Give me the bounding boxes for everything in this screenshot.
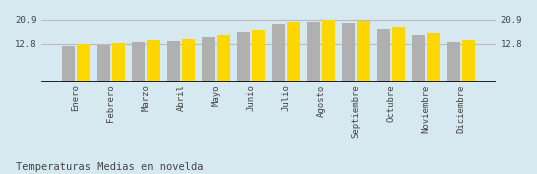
Text: 14.0: 14.0 [149, 61, 158, 81]
Bar [377, 29, 390, 82]
Bar [252, 30, 265, 82]
Bar [462, 40, 475, 82]
Text: 20.0: 20.0 [289, 61, 298, 81]
Text: 18.5: 18.5 [394, 61, 403, 81]
Bar [412, 35, 425, 82]
Text: 13.2: 13.2 [114, 61, 123, 81]
Bar [357, 21, 370, 82]
Bar [287, 22, 300, 82]
Text: 20.9: 20.9 [324, 61, 333, 81]
Bar [97, 45, 110, 82]
Bar [147, 40, 160, 82]
Bar [167, 41, 180, 82]
Bar [77, 44, 90, 82]
Bar [62, 46, 75, 82]
Text: 16.3: 16.3 [429, 61, 438, 81]
Bar [132, 42, 146, 82]
Text: 15.7: 15.7 [219, 61, 228, 81]
Bar [112, 42, 125, 82]
Text: 20.5: 20.5 [359, 61, 368, 81]
Bar [216, 35, 230, 82]
Bar [202, 37, 215, 82]
Text: 14.0: 14.0 [464, 61, 473, 81]
Bar [427, 33, 440, 82]
Text: Temperaturas Medias en novelda: Temperaturas Medias en novelda [16, 162, 204, 172]
Bar [391, 27, 405, 82]
Bar [237, 31, 250, 82]
Text: 17.6: 17.6 [254, 61, 263, 81]
Text: 14.4: 14.4 [184, 61, 193, 81]
Bar [342, 23, 355, 82]
Bar [272, 25, 285, 82]
Bar [307, 22, 321, 82]
Bar [182, 39, 195, 82]
Bar [447, 42, 460, 82]
Text: 12.8: 12.8 [79, 61, 88, 81]
Bar [322, 20, 335, 82]
